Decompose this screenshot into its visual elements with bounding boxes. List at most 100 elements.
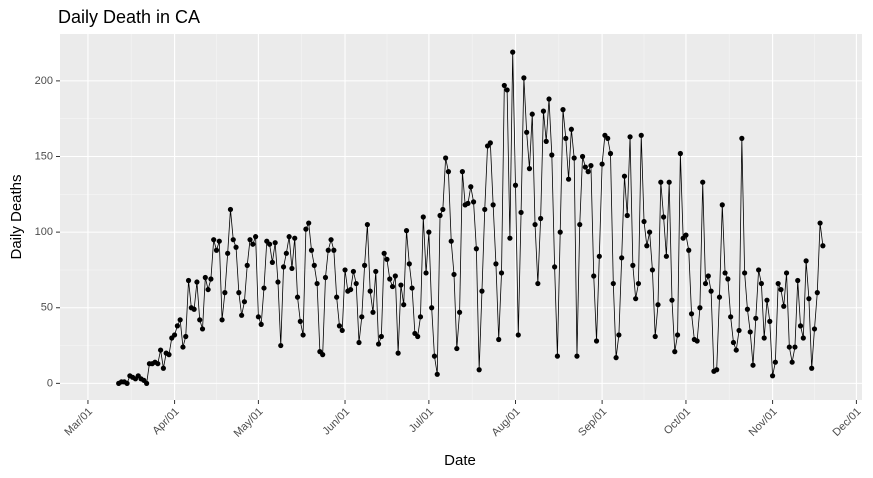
data-point — [532, 221, 538, 228]
data-point — [621, 173, 628, 179]
data-point — [244, 262, 250, 268]
data-point — [560, 107, 566, 113]
y-tick-label: 50 — [41, 302, 53, 314]
data-point — [775, 280, 781, 287]
x-tick-label: Nov/01 — [747, 406, 780, 439]
x-tick-label: Jul/01 — [407, 406, 436, 435]
data-point — [280, 264, 287, 270]
data-point — [227, 206, 234, 213]
data-point — [395, 350, 401, 356]
data-point — [389, 283, 396, 290]
data-point — [157, 347, 164, 353]
data-point — [278, 342, 284, 349]
data-point — [582, 164, 588, 170]
x-tick-label: Apr/01 — [150, 406, 181, 437]
data-point — [236, 290, 242, 296]
data-point — [429, 305, 435, 311]
data-point — [616, 332, 622, 338]
data-point — [769, 373, 776, 379]
data-point — [613, 355, 619, 361]
data-point — [445, 169, 452, 175]
data-point — [772, 359, 778, 365]
data-point — [521, 75, 527, 81]
data-point — [730, 339, 737, 346]
data-point — [364, 221, 370, 228]
data-point — [700, 179, 706, 185]
data-point — [789, 359, 795, 365]
data-point — [524, 129, 530, 135]
plot-panel — [60, 34, 862, 400]
data-point — [322, 274, 329, 281]
data-point — [571, 155, 577, 161]
data-point — [518, 209, 524, 216]
data-point — [356, 339, 362, 346]
data-point — [605, 135, 611, 141]
data-point — [716, 294, 723, 300]
data-point — [361, 262, 368, 268]
data-point — [177, 317, 183, 323]
data-point — [510, 49, 516, 55]
data-point — [124, 380, 130, 386]
y-tick-label: 150 — [35, 150, 53, 162]
x-tick-label: Sep/01 — [576, 406, 609, 439]
data-point — [588, 162, 594, 169]
data-point — [660, 214, 667, 220]
data-point — [543, 138, 549, 144]
data-point — [705, 273, 711, 279]
data-point — [171, 332, 178, 338]
data-point — [381, 250, 387, 256]
data-point — [498, 270, 505, 276]
data-point — [375, 341, 382, 347]
data-point — [303, 226, 309, 232]
data-point — [336, 323, 343, 329]
data-point — [250, 241, 256, 247]
data-point — [778, 286, 784, 293]
data-point — [783, 270, 790, 276]
data-point — [496, 336, 502, 343]
data-point — [722, 270, 728, 276]
data-point — [811, 326, 818, 332]
data-point — [714, 367, 720, 373]
data-point — [554, 353, 561, 359]
data-point — [230, 237, 236, 243]
data-point — [353, 280, 359, 287]
data-point — [211, 237, 217, 243]
data-point — [180, 344, 186, 350]
data-point — [596, 253, 602, 259]
data-point — [526, 166, 533, 172]
data-point — [258, 321, 264, 327]
data-point — [540, 108, 547, 114]
data-point — [222, 290, 228, 296]
data-point — [655, 302, 661, 308]
data-point — [538, 215, 544, 222]
data-point — [750, 362, 756, 368]
data-point — [311, 262, 317, 268]
y-axis-label: Daily Deaths — [8, 174, 25, 259]
data-point — [473, 246, 479, 252]
data-point — [619, 255, 625, 261]
data-point — [638, 132, 644, 138]
data-point — [144, 380, 150, 386]
data-point — [742, 270, 748, 276]
data-point — [194, 279, 200, 285]
data-point — [426, 229, 432, 235]
data-point — [767, 318, 773, 324]
data-point — [591, 273, 597, 279]
data-point — [719, 202, 725, 208]
data-point — [493, 261, 499, 267]
data-point — [708, 288, 714, 294]
data-point — [261, 285, 267, 291]
data-point — [247, 237, 253, 243]
data-point — [272, 240, 278, 246]
data-point — [563, 135, 569, 141]
data-point — [568, 126, 574, 132]
data-point — [185, 277, 192, 284]
data-point — [577, 221, 583, 228]
data-point — [739, 135, 745, 141]
data-point — [546, 96, 552, 102]
data-point — [565, 176, 572, 182]
data-point — [378, 333, 384, 340]
data-point — [610, 280, 616, 287]
data-point — [437, 212, 443, 219]
data-point — [384, 256, 390, 262]
